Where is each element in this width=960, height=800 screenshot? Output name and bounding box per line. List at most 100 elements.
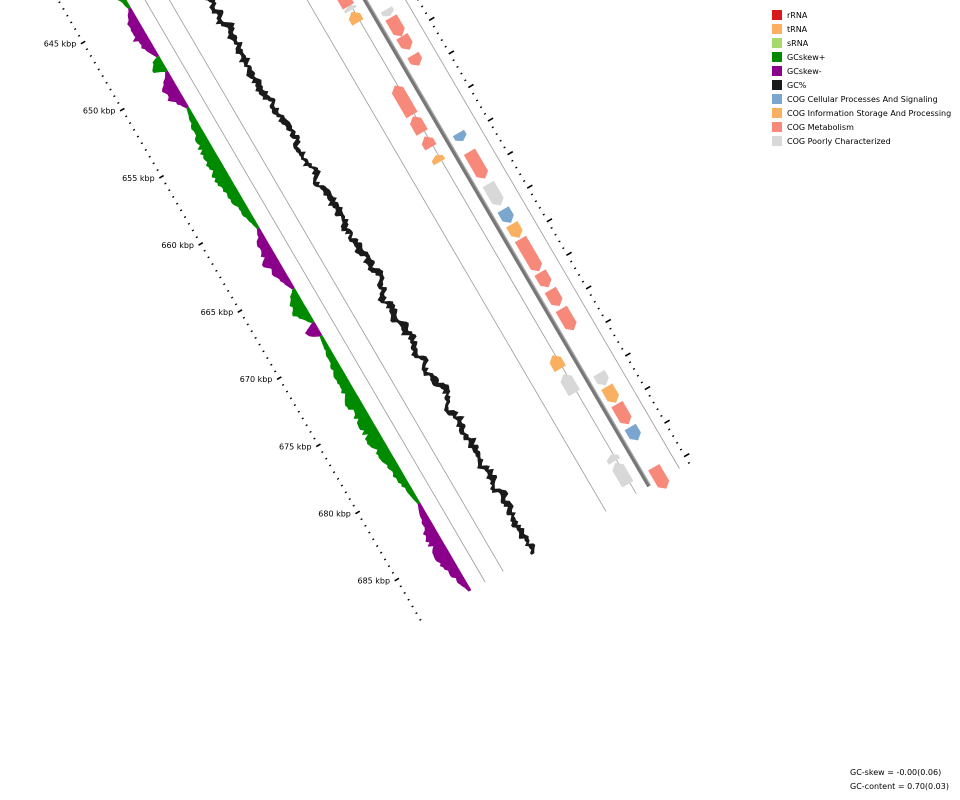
minor-tick bbox=[262, 350, 265, 353]
minor-tick bbox=[211, 262, 214, 266]
cds-feature bbox=[611, 400, 632, 425]
kbp-tick-label: 660 kbp bbox=[161, 241, 194, 250]
major-tick bbox=[119, 107, 125, 112]
minor-tick bbox=[58, 1, 61, 4]
cds-feature bbox=[648, 464, 670, 489]
minor-tick bbox=[215, 269, 218, 272]
legend-item: COG Information Storage And Processing bbox=[772, 106, 951, 120]
genome-stats: GC-skew = -0.00(0.06) GC-content = 0.70(… bbox=[850, 766, 949, 794]
minor-tick bbox=[332, 471, 336, 474]
minor-tick bbox=[128, 122, 132, 125]
legend-label: COG Poorly Characterized bbox=[787, 136, 891, 146]
minor-tick bbox=[301, 417, 304, 420]
minor-tick bbox=[340, 484, 344, 487]
genome-backbone-line bbox=[362, 0, 651, 488]
minor-tick bbox=[77, 34, 81, 37]
gc-skew-positive bbox=[117, 0, 131, 9]
legend-swatch bbox=[772, 80, 782, 90]
major-tick bbox=[198, 241, 204, 246]
cds-feature bbox=[506, 221, 523, 238]
outer-minor-tick bbox=[597, 307, 600, 310]
minor-tick bbox=[270, 363, 273, 366]
outer-minor-tick bbox=[660, 414, 663, 418]
legend-item: tRNA bbox=[772, 22, 951, 36]
outer-minor-tick bbox=[515, 166, 518, 169]
minor-tick bbox=[109, 88, 112, 91]
genome-backbone-highlight bbox=[366, 0, 651, 486]
outer-minor-tick bbox=[593, 300, 596, 303]
minor-tick bbox=[144, 148, 147, 152]
legend-label: COG Cellular Processes And Signaling bbox=[787, 94, 938, 104]
outer-minor-tick bbox=[648, 394, 651, 397]
kbp-tick-label: 650 kbp bbox=[83, 107, 116, 116]
outer-minor-tick bbox=[444, 45, 447, 48]
minor-tick bbox=[223, 283, 226, 286]
cds-feature bbox=[385, 14, 405, 37]
cds-feature bbox=[380, 6, 394, 17]
outer-major-tick bbox=[526, 184, 533, 189]
cds-feature bbox=[624, 423, 641, 441]
minor-tick bbox=[132, 128, 136, 131]
outer-minor-tick bbox=[495, 132, 498, 136]
outer-minor-tick bbox=[554, 233, 557, 236]
minor-tick bbox=[411, 605, 414, 608]
outer-major-tick bbox=[467, 83, 474, 89]
cds-feature bbox=[421, 136, 437, 151]
kbp-tick-label: 680 kbp bbox=[318, 509, 351, 518]
minor-tick bbox=[325, 457, 328, 460]
outer-minor-tick bbox=[432, 25, 436, 28]
cds-feature bbox=[560, 374, 580, 397]
minor-tick bbox=[297, 410, 300, 413]
kbp-tick-label: 670 kbp bbox=[240, 375, 273, 384]
outer-minor-tick bbox=[436, 32, 440, 35]
outer-major-tick bbox=[546, 218, 553, 223]
kbp-tick-label: 655 kbp bbox=[122, 174, 155, 183]
minor-tick bbox=[250, 330, 253, 333]
minor-tick bbox=[360, 518, 363, 521]
outer-major-tick bbox=[428, 16, 435, 22]
outer-minor-tick bbox=[617, 341, 620, 344]
minor-tick bbox=[289, 397, 293, 400]
legend-swatch bbox=[772, 24, 782, 34]
outer-major-tick bbox=[566, 251, 572, 257]
outer-minor-tick bbox=[656, 408, 659, 411]
minor-tick bbox=[293, 403, 297, 407]
cds-feature bbox=[601, 383, 619, 403]
minor-tick bbox=[281, 383, 285, 386]
outer-minor-tick bbox=[522, 179, 526, 183]
outer-minor-tick bbox=[632, 367, 636, 371]
minor-tick bbox=[309, 430, 312, 433]
minor-tick bbox=[372, 538, 375, 541]
legend-swatch bbox=[772, 38, 782, 48]
outer-minor-tick bbox=[538, 206, 542, 209]
legend-item: GCskew- bbox=[772, 64, 951, 78]
minor-tick bbox=[246, 323, 249, 326]
minor-tick bbox=[101, 75, 104, 78]
gc-skew-negative bbox=[417, 502, 472, 592]
outer-minor-tick bbox=[558, 240, 561, 243]
legend-item: sRNA bbox=[772, 36, 951, 50]
legend-swatch bbox=[772, 94, 782, 104]
legend-item: rRNA bbox=[772, 8, 951, 22]
cds-feature bbox=[452, 129, 467, 141]
minor-tick bbox=[254, 336, 257, 339]
minor-tick bbox=[219, 276, 222, 279]
track-border bbox=[347, 0, 637, 494]
outer-minor-tick bbox=[519, 173, 522, 176]
outer-minor-tick bbox=[491, 126, 494, 129]
minor-tick bbox=[179, 209, 183, 212]
outer-minor-tick bbox=[562, 247, 565, 250]
legend-swatch bbox=[772, 136, 782, 146]
gc-skew-negative bbox=[256, 227, 295, 290]
minor-tick bbox=[364, 524, 367, 527]
cds-feature bbox=[396, 33, 413, 50]
cds-feature bbox=[549, 355, 566, 373]
cds-feature bbox=[555, 305, 577, 331]
outer-minor-tick bbox=[609, 327, 612, 330]
minor-tick bbox=[175, 202, 179, 205]
minor-tick bbox=[387, 565, 391, 568]
outer-minor-tick bbox=[542, 213, 545, 216]
major-tick bbox=[394, 577, 400, 582]
minor-tick bbox=[313, 437, 316, 440]
